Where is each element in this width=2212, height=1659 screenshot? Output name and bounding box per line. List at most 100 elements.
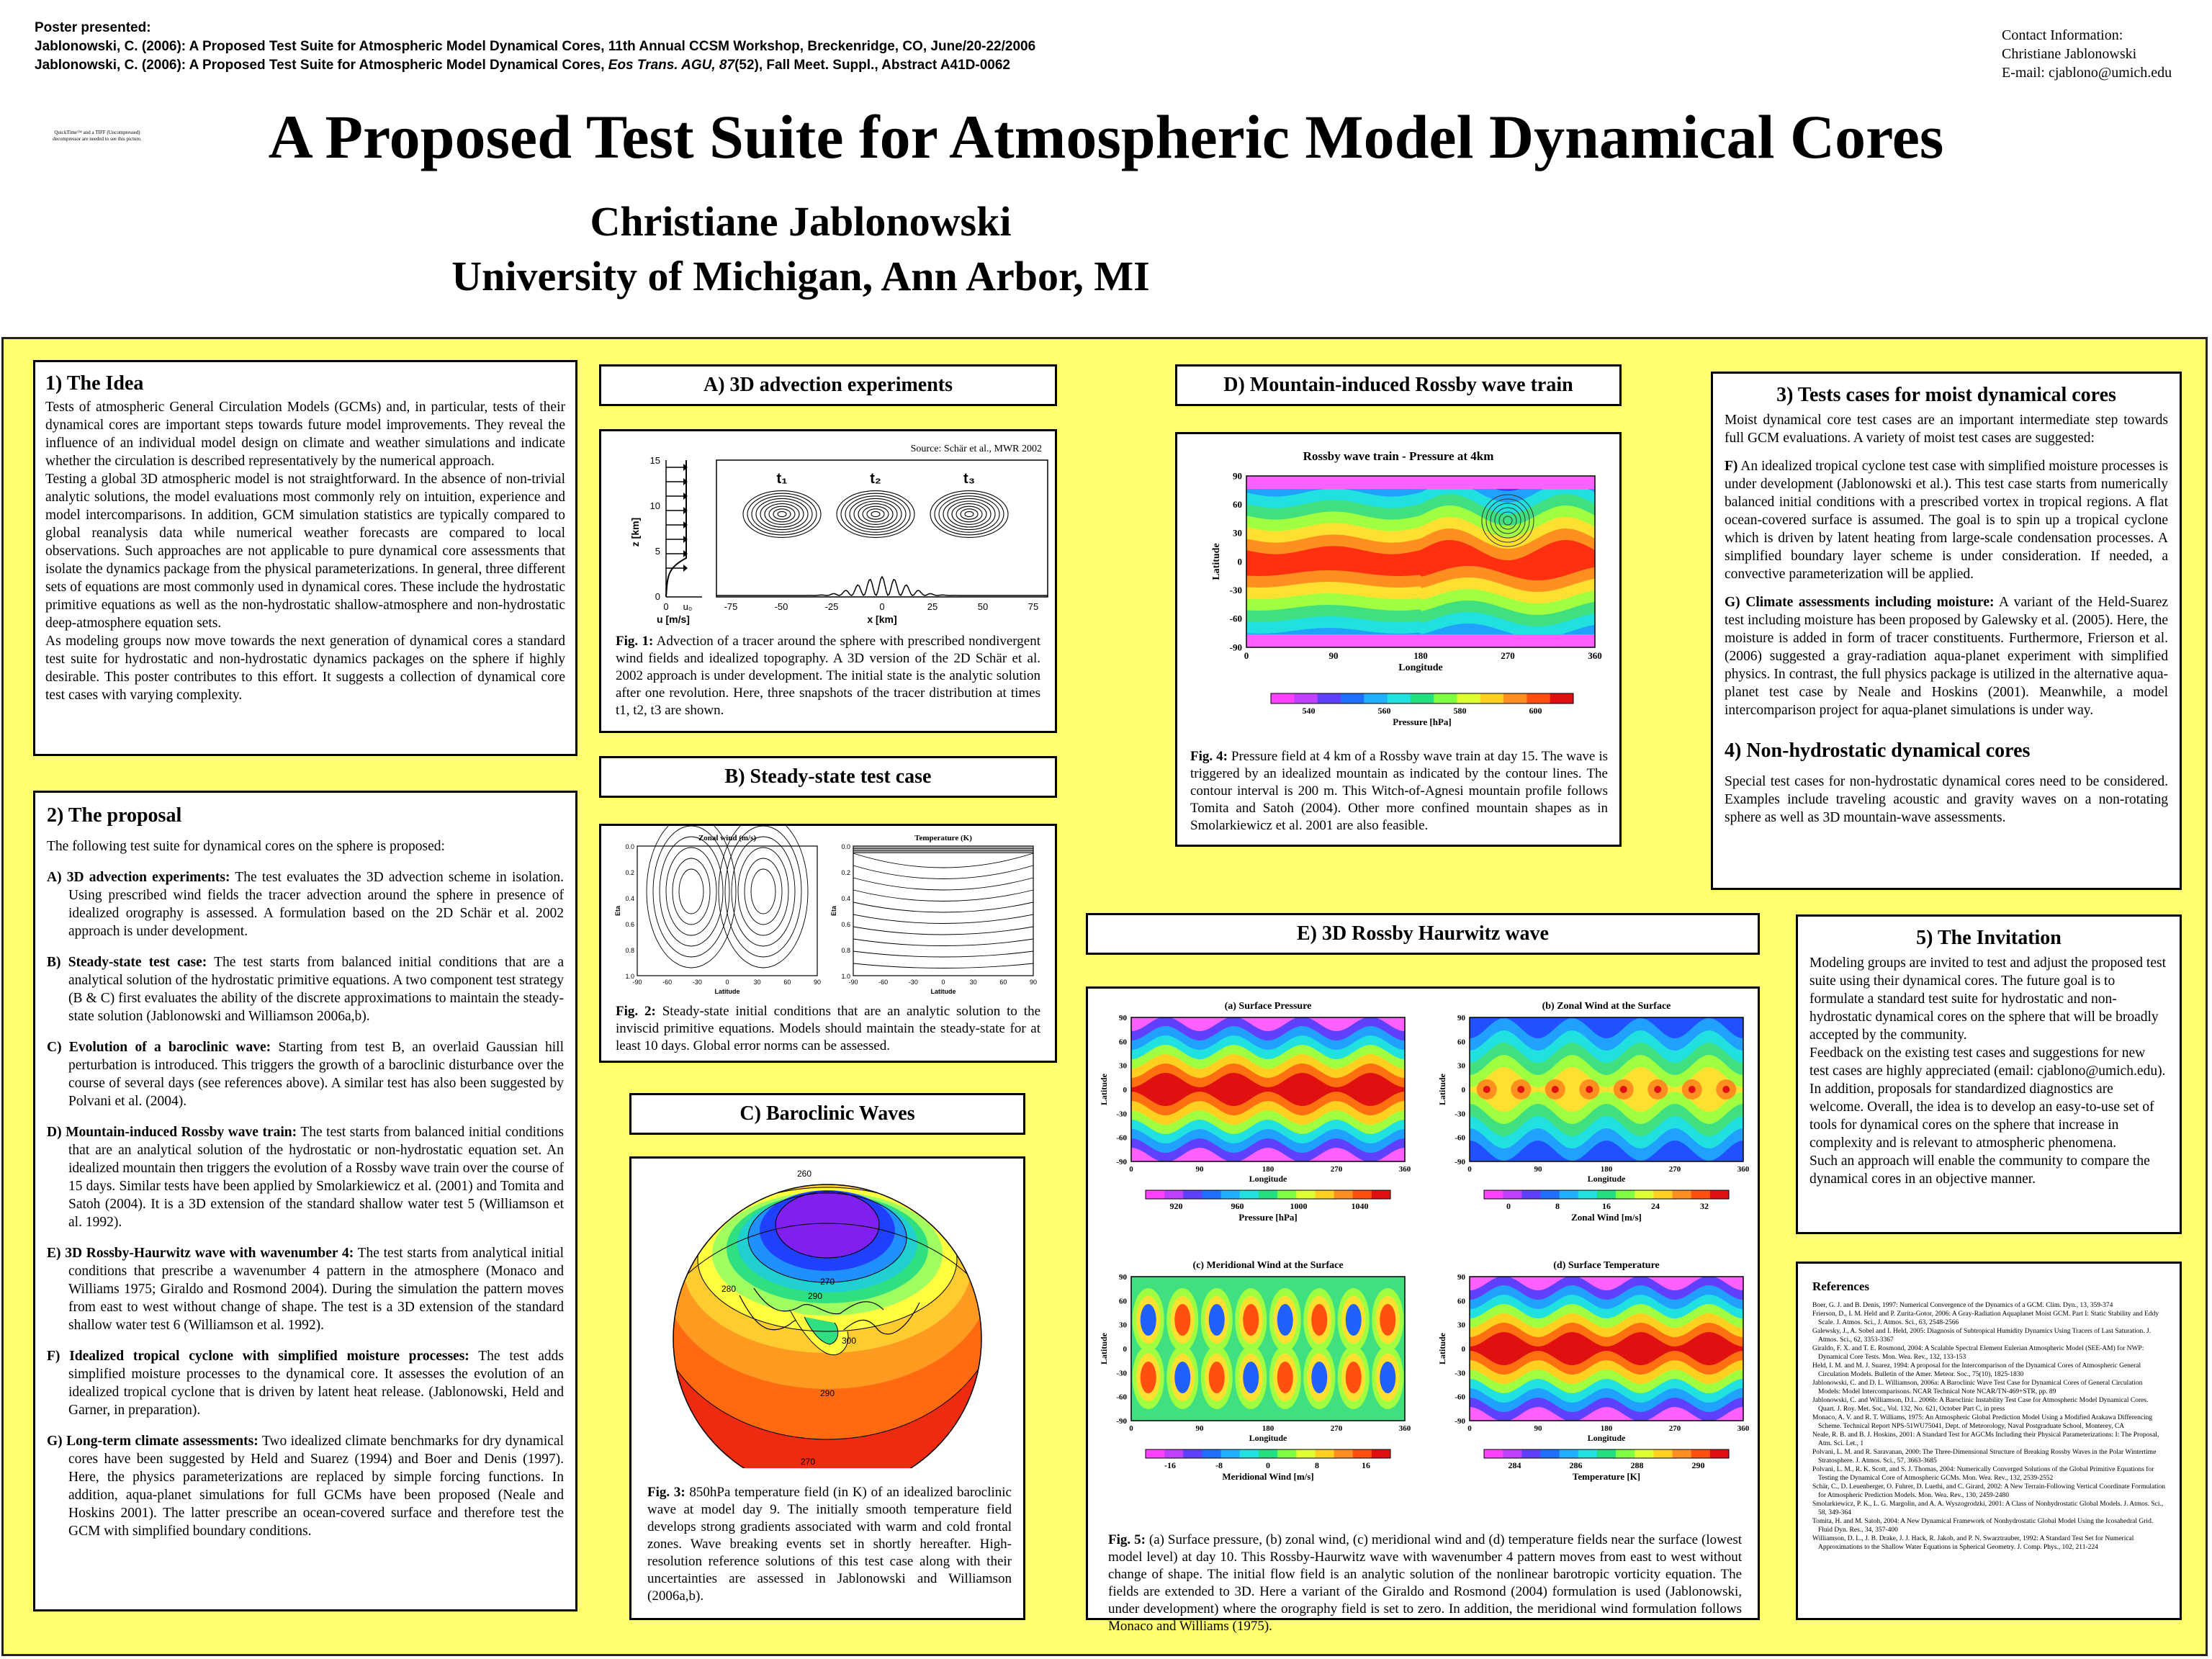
lat-tick: 90	[1457, 1014, 1466, 1022]
tracer-contour	[751, 495, 813, 533]
globe-image: 260 270 280 290 300 290 270	[673, 1169, 982, 1468]
lat-tick: -30	[1116, 1110, 1127, 1118]
z-axis-label: z [km]	[629, 518, 641, 547]
colorbar-swatch	[1540, 1190, 1560, 1199]
colorbar-swatch	[1317, 693, 1341, 703]
tracer-contour	[747, 493, 817, 536]
reference-item: Smolarkiewicz, P. K., L. G. Margolin, an…	[1812, 1501, 2164, 1516]
proposal-item-label: E) 3D Rossby-Haurwitz wave with wavenumb…	[47, 1246, 354, 1261]
mountain-contour	[1498, 511, 1517, 530]
colorbar-swatch	[1616, 1449, 1635, 1458]
proposal-panel: 2) The proposal The following test suite…	[33, 791, 577, 1611]
x-tick-label: 25	[927, 601, 938, 612]
pressure-band	[1246, 634, 1595, 647]
fig4-caption: Fig. 4: Pressure field at 4 km of a Ross…	[1190, 748, 1608, 835]
lat-axis-label: Latitude	[1099, 1332, 1109, 1364]
fig5-text: (a) Surface pressure, (b) zonal wind, (c…	[1108, 1532, 1742, 1634]
invitation-title: 5) The Invitation	[1916, 927, 2062, 949]
colorbar-tick: 32	[1700, 1201, 1709, 1211]
invitation-paragraph-1: Modeling groups are invited to test and …	[1809, 956, 2166, 1043]
rossby-train-figure: Rossby wave train - Pressure at 4km 90 60…	[1211, 449, 1602, 727]
x-tick-label: 50	[978, 601, 988, 612]
z-tick-label: 5	[655, 546, 660, 557]
tracer-contour	[840, 493, 911, 536]
lat-tick: 60	[783, 979, 791, 986]
globe-contour-label: 290	[820, 1388, 835, 1398]
lon-tick: 270	[1501, 650, 1515, 661]
rh-field	[1131, 1277, 1405, 1421]
colorbar-swatch	[1277, 1190, 1297, 1199]
rh-panel-title: (a) Surface Pressure	[1225, 1001, 1312, 1012]
missing-image-placeholder: QuickTime™ and a TIFF (Uncompressed) dec…	[53, 130, 142, 142]
lat-tick: 30	[754, 979, 761, 986]
reference-item: Boer, G. J. and B. Denis, 1997: Numerica…	[1812, 1302, 2113, 1309]
mountain-contour	[1494, 507, 1521, 534]
colorbar-tick: 16	[1602, 1201, 1611, 1211]
colorbar-swatch	[1364, 693, 1388, 703]
x-ticks: -75 -50 -25 0 25 50 75	[724, 601, 1039, 612]
colorbar-tick: 580	[1454, 706, 1467, 716]
steady-plot-frame	[637, 845, 818, 976]
t1-label: t₁	[777, 471, 788, 487]
x-tick-label: -25	[825, 601, 839, 612]
moist-f-text: An idealized tropical cyclone test case …	[1725, 459, 2168, 582]
lat-tick: -60	[1116, 1393, 1127, 1402]
colorbar-swatch	[1503, 1449, 1522, 1458]
rh-cell	[1178, 1312, 1187, 1328]
poster-title: A Proposed Test Suite for Atmospheric Mo…	[268, 102, 1944, 171]
eta-tick: 0.8	[841, 947, 850, 954]
colorbar-swatch	[1521, 1449, 1541, 1458]
eta-tick: 1.0	[841, 973, 850, 980]
x-tick-label: -75	[724, 601, 738, 612]
lon-tick: 90	[1329, 650, 1339, 661]
colorbar-label: Zonal Wind [m/s]	[1571, 1212, 1642, 1223]
fig5-label: Fig. 5:	[1108, 1532, 1146, 1547]
moist-intro: Moist dynamical core test cases are an i…	[1725, 413, 2168, 446]
moist-g: G) Climate assessments including moistur…	[1725, 593, 2168, 719]
tracer-contour	[871, 511, 881, 518]
lat-tick: 0	[941, 979, 945, 986]
proposal-item: E) 3D Rossby-Haurwitz wave with wavenumb…	[47, 1244, 564, 1334]
colorbar-swatch	[1559, 1190, 1579, 1199]
colorbar-swatch	[1709, 1449, 1730, 1458]
rh-cell	[1349, 1370, 1358, 1385]
lon-tick: 90	[1534, 1424, 1543, 1433]
lon-tick: 0	[1129, 1424, 1133, 1433]
fig1-text: Advection of a tracer around the sphere …	[616, 634, 1040, 718]
lat-tick: 0	[725, 979, 729, 986]
proposal-item-label: G) Long-term climate assessments:	[47, 1434, 258, 1449]
rh-cell	[1144, 1312, 1153, 1328]
moist-g-label: G) Climate assessments including moistur…	[1725, 595, 1995, 610]
mountain-contour	[1481, 494, 1534, 547]
lat-tick: -30	[909, 979, 918, 986]
globe-contour-label: 270	[801, 1457, 815, 1467]
reference-item: Williamson, D. L., J. B. Drake, J. J. Ha…	[1812, 1535, 2134, 1551]
contact-email[interactable]: E-mail: cjablono@umich.edu	[2002, 65, 2172, 81]
proposal-item: D) Mountain-induced Rossby wave train: T…	[47, 1123, 564, 1231]
plot-frame	[1246, 475, 1596, 648]
colorbar-swatch	[1635, 1449, 1654, 1458]
colorbar-swatch	[1578, 1190, 1598, 1199]
colorbar-swatch	[1653, 1190, 1673, 1199]
fig3-label: Fig. 3:	[647, 1485, 685, 1500]
rh-cell	[1383, 1312, 1392, 1328]
colorbar-swatch	[1578, 1449, 1598, 1458]
fig4-label: Fig. 4:	[1190, 749, 1228, 764]
colorbar-tick: 286	[1570, 1460, 1583, 1470]
idea-title: 1) The Idea	[45, 372, 144, 395]
colorbar-tick: 600	[1529, 706, 1542, 716]
lat-tick: 60	[1457, 1038, 1466, 1046]
reference-item: Neale, R. B. and B. J. Hoskins, 2001: A …	[1812, 1431, 2159, 1447]
lat-tick: -90	[848, 979, 858, 986]
u0-label: u₀	[683, 601, 693, 612]
rh-wind-core	[1654, 1086, 1662, 1093]
invitation-paragraph-3: Such an approach will enable the communi…	[1809, 1154, 2150, 1187]
proposal-item: A) 3D advection experiments: The test ev…	[47, 868, 564, 940]
lon-axis-label: Longitude	[1398, 662, 1442, 673]
citation-agu-b: Eos Trans. AGU, 87	[608, 58, 735, 73]
citation-agu: Jablonowski, C. (2006): A Proposed Test …	[35, 56, 1035, 75]
lon-tick: 180	[1262, 1165, 1274, 1174]
colorbar-swatch	[1239, 1449, 1259, 1458]
reference-item: Frierson, D., I. M. Held and P. Zurita-G…	[1812, 1310, 2159, 1326]
lat-tick: -30	[693, 979, 702, 986]
